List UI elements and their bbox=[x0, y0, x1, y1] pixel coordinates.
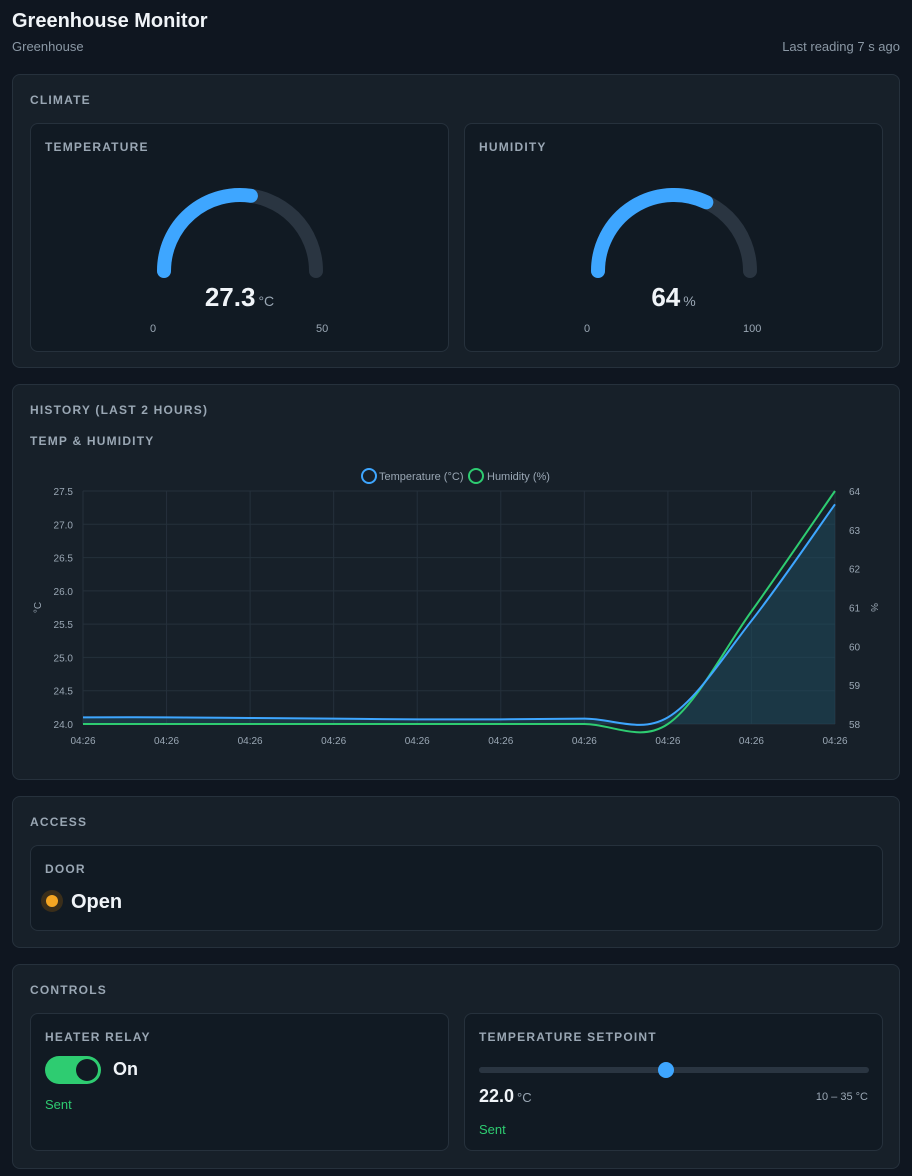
y-tick-label: 26.5 bbox=[54, 554, 74, 565]
y-axis-title: °C bbox=[33, 602, 44, 613]
y-tick-label: 24.0 bbox=[54, 720, 74, 731]
humidity-max: 100 bbox=[743, 323, 762, 335]
climate-section: CLIMATE TEMPERATURE 27.3 °C 0 50 HUMIDITY… bbox=[12, 74, 900, 368]
climate-section-title: CLIMATE bbox=[30, 93, 91, 107]
temperature-area bbox=[83, 504, 835, 725]
setpoint-value: 22.0 °C bbox=[479, 1086, 532, 1106]
humidity-gauge-track bbox=[591, 188, 757, 278]
page-title: Greenhouse Monitor bbox=[12, 10, 208, 32]
legend-humidity-label: Humidity (%) bbox=[487, 471, 550, 483]
x-tick-label: 04:26 bbox=[238, 736, 263, 747]
access-section: ACCESS DOOR Open bbox=[12, 796, 900, 948]
temperature-card: TEMPERATURE 27.3 °C 0 50 bbox=[30, 123, 449, 352]
x-tick-label: 04:26 bbox=[154, 736, 179, 747]
setpoint-slider[interactable] bbox=[479, 1062, 869, 1078]
x-tick-label: 04:26 bbox=[321, 736, 346, 747]
y-tick-label: 24.5 bbox=[54, 687, 74, 698]
temperature-value: 27.3 °C bbox=[204, 282, 275, 312]
history-section-title: HISTORY (LAST 2 HOURS) bbox=[30, 403, 209, 417]
humidity-gauge-fill bbox=[591, 188, 714, 278]
temperature-gauge-track bbox=[157, 188, 323, 278]
history-section: HISTORY (LAST 2 HOURS) TEMP & HUMIDITY 2… bbox=[12, 384, 900, 780]
y2-tick-label: 58 bbox=[849, 720, 861, 731]
y-tick-label: 25.5 bbox=[54, 620, 74, 631]
setpoint-card: TEMPERATURE SETPOINT 22.0 °C 10 – 35 °C S… bbox=[464, 1013, 883, 1151]
heater-toggle[interactable] bbox=[45, 1056, 101, 1084]
temp-humidity-chart: 24.0 24.5 25.0 25.5 26.0 26.5 27.0 27.5 58 59 60 61… bbox=[33, 468, 879, 747]
humidity-gauge bbox=[591, 188, 757, 278]
door-status-indicator bbox=[41, 890, 63, 912]
controls-section: CONTROLS HEATER RELAY On Sent TEMPERATUR… bbox=[12, 964, 900, 1169]
door-card: DOOR Open bbox=[30, 845, 883, 931]
controls-section-title: CONTROLS bbox=[30, 983, 107, 997]
y-tick-label: 26.0 bbox=[54, 587, 74, 598]
setpoint-slider-thumb[interactable] bbox=[658, 1062, 675, 1078]
legend-temperature-marker bbox=[361, 468, 377, 484]
y2-tick-label: 61 bbox=[849, 604, 861, 615]
x-tick-label: 04:26 bbox=[70, 736, 95, 747]
setpoint-slider-fill bbox=[479, 1067, 667, 1073]
heater-state: On bbox=[113, 1059, 138, 1079]
x-tick-label: 04:26 bbox=[655, 736, 680, 747]
heater-status: Sent bbox=[45, 1097, 72, 1112]
temperature-series-line bbox=[82, 503, 836, 726]
temperature-card-title: TEMPERATURE bbox=[45, 140, 149, 154]
humidity-value: 64% bbox=[651, 282, 696, 312]
y2-tick-label: 62 bbox=[849, 565, 861, 576]
y2-tick-label: 59 bbox=[849, 681, 861, 692]
x-tick-label: 04:26 bbox=[488, 736, 513, 747]
last-reading: Last reading 7 s ago bbox=[782, 39, 900, 54]
humidity-card: HUMIDITY 64% 0 100 bbox=[464, 123, 883, 352]
y2-axis-title: % bbox=[868, 603, 879, 612]
humidity-series-line bbox=[83, 490, 836, 734]
x-tick-label: 04:26 bbox=[739, 736, 764, 747]
door-state: Open bbox=[71, 891, 123, 913]
y2-tick-label: 60 bbox=[849, 642, 861, 653]
heater-card-title: HEATER RELAY bbox=[45, 1030, 151, 1044]
humidity-unit: % bbox=[683, 293, 696, 309]
y2-tick-label: 63 bbox=[849, 526, 861, 537]
temperature-max: 50 bbox=[316, 323, 329, 335]
legend-humidity-marker bbox=[468, 468, 484, 484]
temperature-gauge-fill bbox=[157, 188, 258, 278]
setpoint-range: 10 – 35 °C bbox=[815, 1091, 868, 1103]
y-tick-label: 25.0 bbox=[54, 653, 74, 664]
legend-temperature-label: Temperature (°C) bbox=[379, 471, 463, 483]
humidity-min: 0 bbox=[584, 323, 591, 335]
door-card-title: DOOR bbox=[45, 862, 86, 876]
x-tick-label: 04:26 bbox=[405, 736, 430, 747]
y-tick-label: 27.5 bbox=[54, 487, 74, 498]
setpoint-unit: °C bbox=[517, 1090, 532, 1105]
page-subtitle: Greenhouse bbox=[12, 39, 84, 54]
humidity-card-title: HUMIDITY bbox=[479, 140, 547, 154]
x-tick-label: 04:26 bbox=[822, 736, 847, 747]
heater-toggle-knob[interactable] bbox=[76, 1059, 98, 1081]
page-header: Greenhouse Monitor Greenhouse Last readi… bbox=[12, 8, 900, 58]
heater-card: HEATER RELAY On Sent bbox=[30, 1013, 449, 1151]
temperature-unit: °C bbox=[258, 293, 275, 309]
temperature-gauge bbox=[157, 188, 323, 278]
temperature-min: 0 bbox=[150, 323, 157, 335]
setpoint-status: Sent bbox=[479, 1122, 506, 1137]
setpoint-card-title: TEMPERATURE SETPOINT bbox=[479, 1030, 657, 1044]
y2-tick-label: 64 bbox=[849, 487, 861, 498]
x-tick-label: 04:26 bbox=[572, 736, 597, 747]
y-tick-label: 27.0 bbox=[54, 520, 74, 531]
chart-title: TEMP & HUMIDITY bbox=[30, 434, 155, 448]
access-section-title: ACCESS bbox=[30, 815, 88, 829]
